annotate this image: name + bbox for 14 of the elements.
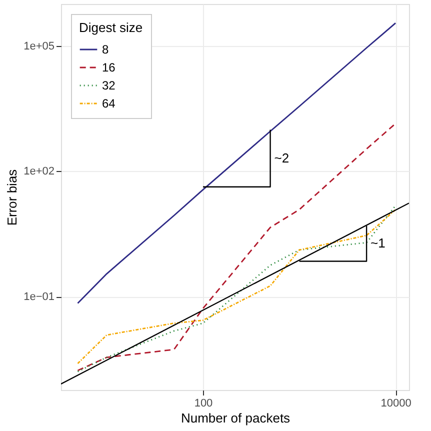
x-tick-label: 10000 [380, 398, 412, 410]
legend-label: 8 [102, 42, 109, 56]
x-axis-title: Number of packets [180, 410, 291, 426]
annotation: ~1 [370, 236, 386, 251]
y-tick-label: 1e+05 [24, 40, 54, 52]
annotation: ~2 [274, 150, 290, 166]
legend-label: 32 [102, 78, 116, 92]
legend-label: 16 [102, 60, 116, 74]
y-tick-label: 1e+02 [24, 166, 54, 178]
legend-title: Digest size [79, 20, 143, 35]
legend-label: 64 [102, 96, 116, 110]
x-tick-label: 100 [194, 398, 213, 410]
y-axis-title: Error bias [4, 168, 20, 226]
y-tick-label: 1e−01 [24, 291, 54, 304]
